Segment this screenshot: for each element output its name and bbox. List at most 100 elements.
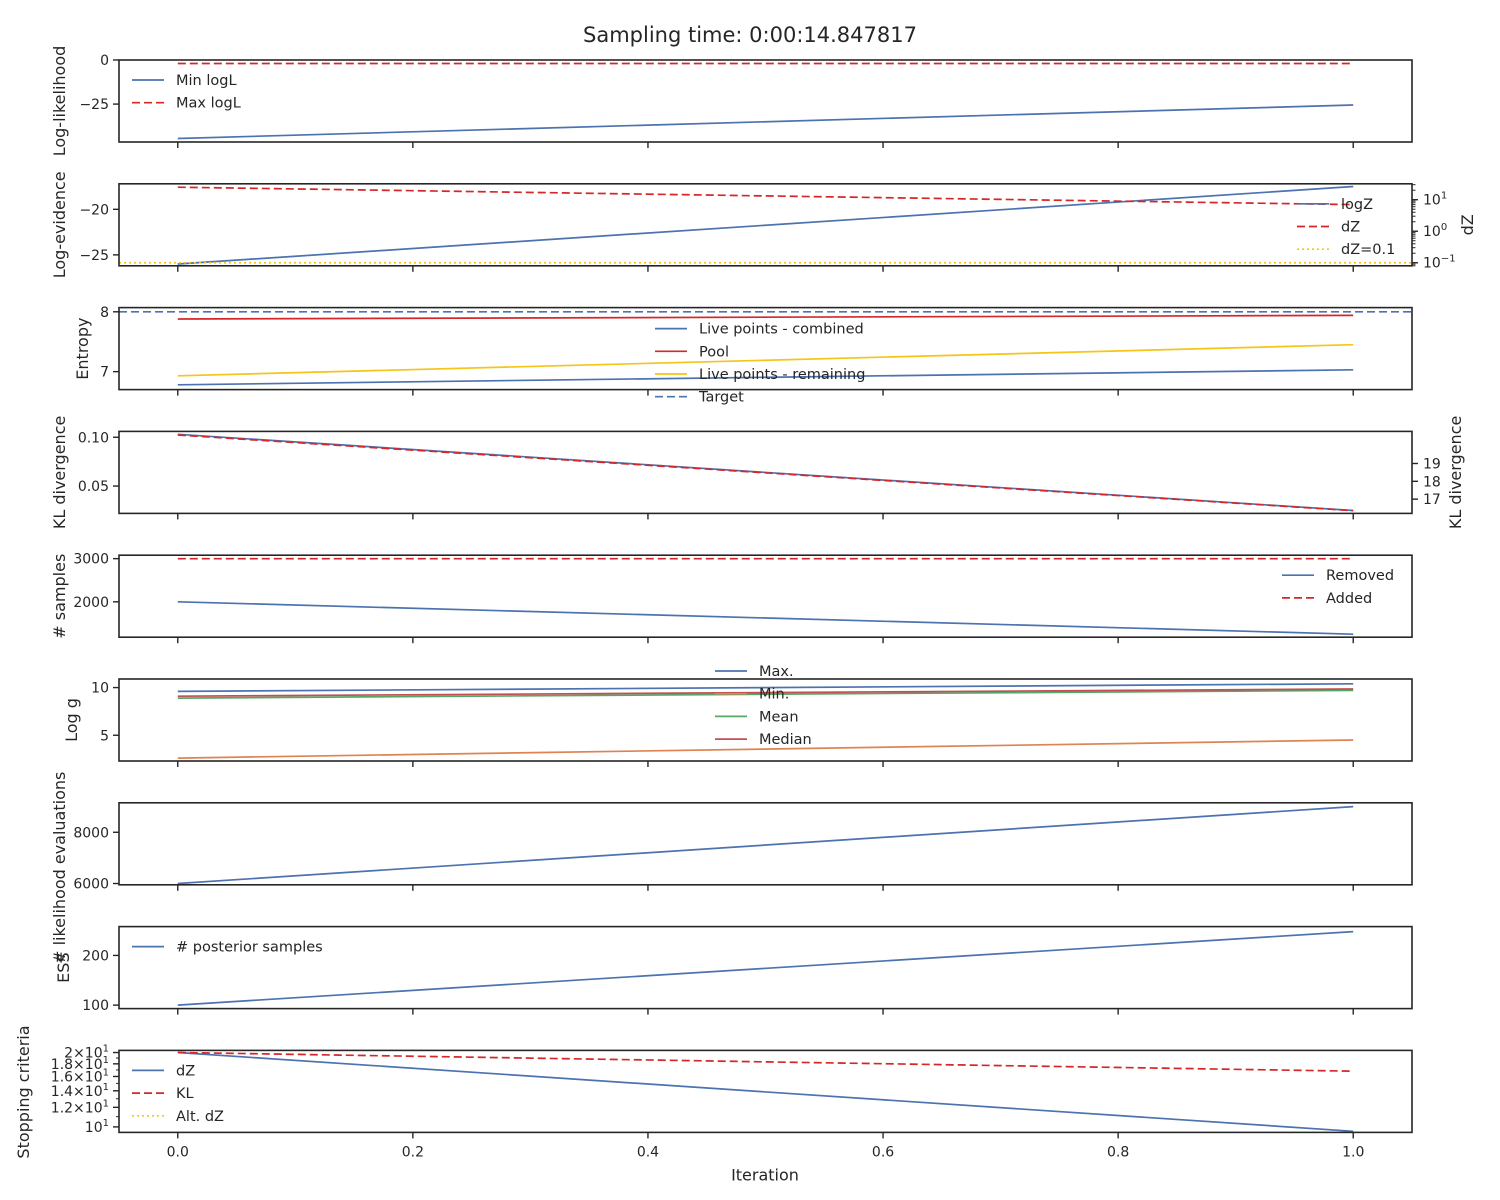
- y-tick-label: 1.6×101: [51, 1067, 109, 1085]
- y-axis-label: # samples: [50, 554, 69, 639]
- y2-axis-label: dZ: [1458, 214, 1477, 235]
- series-line: [177, 104, 1354, 140]
- y-tick-label: 2000: [73, 595, 109, 611]
- legend-label: Mean: [759, 709, 799, 725]
- legend-label: Live points - remaining: [699, 367, 865, 383]
- x-tick-label: 1.0: [1342, 1144, 1364, 1160]
- series-line: [177, 185, 1354, 265]
- x-tick-label: 0.8: [1107, 1144, 1129, 1160]
- series-line: [177, 600, 1354, 636]
- series-line: [177, 689, 1354, 699]
- y2-axis-label: KL divergence: [1446, 416, 1465, 529]
- x-tick-label: 0.2: [402, 1144, 424, 1160]
- legend: dZ KL Alt. dZ: [132, 1063, 224, 1125]
- y-tick-label: 1.2×101: [51, 1098, 109, 1116]
- y-tick-label: 6000: [73, 877, 109, 893]
- series-group: [119, 185, 1412, 265]
- y2-tick-label: 101: [1423, 191, 1447, 209]
- y-tick-label: 101: [85, 1118, 109, 1136]
- legend-label: Max logL: [176, 96, 241, 112]
- y-tick-label: 5: [100, 728, 109, 744]
- series-group: [177, 682, 1354, 759]
- y-tick-label: 100: [82, 998, 109, 1014]
- x-axis-label: Iteration: [731, 1165, 799, 1184]
- y-tick-label: 1.8×101: [51, 1055, 109, 1073]
- series-group: [177, 557, 1354, 636]
- x-tick-label: 0.4: [637, 1144, 659, 1160]
- panel-5: 3000 2000# samples Removed Added: [50, 552, 1413, 644]
- y-axis-label: ESS: [54, 952, 73, 982]
- y-tick-label: 1.4×101: [51, 1082, 109, 1100]
- series-group: [177, 1051, 1354, 1133]
- legend-label: Max.: [759, 664, 794, 680]
- plot-frame: [118, 306, 1413, 391]
- legend-label: KL: [176, 1086, 194, 1102]
- legend: Live points - combined Pool Live points - …: [655, 322, 865, 406]
- plot-frame: [118, 183, 1413, 267]
- legend: logZ dZ dZ=0.1: [1297, 197, 1395, 258]
- legend-label: Min logL: [176, 73, 237, 89]
- y-tick-label: −25: [79, 97, 109, 113]
- y-tick-label: 7: [100, 365, 109, 381]
- y2-tick-label: 19: [1423, 456, 1441, 472]
- y-tick-label: 200: [82, 948, 109, 964]
- plot-frame: [118, 801, 1413, 886]
- panel-8: 200 100 ESS # posterior samples: [54, 925, 1413, 1015]
- series-line: [177, 434, 1354, 512]
- legend-label: Added: [1326, 591, 1372, 607]
- legend-label: dZ: [1341, 220, 1360, 236]
- y-tick-label: 0.05: [78, 479, 109, 495]
- legend-label: Pool: [699, 344, 729, 360]
- panel-1: 0 −25 Log-likelihood Min logL Max logL: [50, 46, 1413, 156]
- x-tick-label: 0.0: [167, 1144, 189, 1160]
- legend: # posterior samples: [132, 940, 323, 956]
- panel-6: 10 5 Log g Max. Min. Mean Median: [62, 664, 1413, 767]
- y-axis-label: Log g: [62, 698, 81, 742]
- y2-tick-label: 100: [1423, 222, 1447, 240]
- y-tick-label: 0: [100, 53, 109, 69]
- panels: 0 −25 Log-likelihood Min logL Max logL −20 −25…: [14, 46, 1477, 1185]
- plot-frame: [118, 925, 1413, 1010]
- series-line: [177, 314, 1354, 320]
- legend-label: dZ=0.1: [1341, 242, 1395, 258]
- y-axis-label: Log-evidence: [50, 171, 69, 278]
- series-line: [177, 343, 1354, 377]
- y-axis-label: Stopping criteria: [14, 1025, 33, 1158]
- series-group: [177, 805, 1354, 885]
- series-line: [177, 805, 1354, 885]
- y2-tick-label: 18: [1423, 474, 1441, 490]
- series-line: [177, 1051, 1354, 1133]
- y-tick-label: 10: [91, 681, 109, 697]
- series-line: [177, 682, 1354, 693]
- legend: Removed Added: [1282, 568, 1394, 607]
- series-line: [177, 186, 1354, 206]
- series-line: [177, 930, 1354, 1006]
- y-axis-label: # likelihood evaluations: [50, 772, 69, 964]
- y-tick-label: 8: [100, 305, 109, 321]
- legend-label: Min.: [759, 687, 789, 703]
- series-line: [177, 1051, 1354, 1073]
- y-axis-label: Entropy: [73, 318, 92, 380]
- legend-label: Live points - combined: [699, 322, 864, 338]
- series-group: [119, 310, 1412, 386]
- legend-label: Removed: [1326, 568, 1394, 584]
- y2-tick-label: 10−1: [1423, 254, 1456, 272]
- panel-2: −20 −25 101 100 10−1 dZ Log-evidence logZ dZ dZ=0…: [50, 171, 1477, 278]
- plot-frame: [118, 59, 1413, 143]
- series-group: [177, 930, 1354, 1006]
- panel-7: 8000 6000# likelihood evaluations: [50, 772, 1413, 964]
- series-group: [177, 433, 1354, 512]
- y-tick-label: 8000: [73, 825, 109, 841]
- panel-9: 0.0 0.2 0.4 0.6 0.8 1.0 2×1011.8×1011.6×1011.4…: [14, 1025, 1413, 1184]
- y-tick-label: −25: [79, 248, 109, 264]
- legend-label: Target: [698, 390, 744, 406]
- legend-label: # posterior samples: [176, 940, 323, 956]
- series-line: [177, 688, 1354, 698]
- y-tick-label: 2×101: [64, 1044, 109, 1062]
- x-tick-label: 0.6: [872, 1144, 894, 1160]
- legend-label: Median: [759, 732, 812, 748]
- y-tick-label: 3000: [73, 552, 109, 568]
- series-group: [177, 62, 1354, 140]
